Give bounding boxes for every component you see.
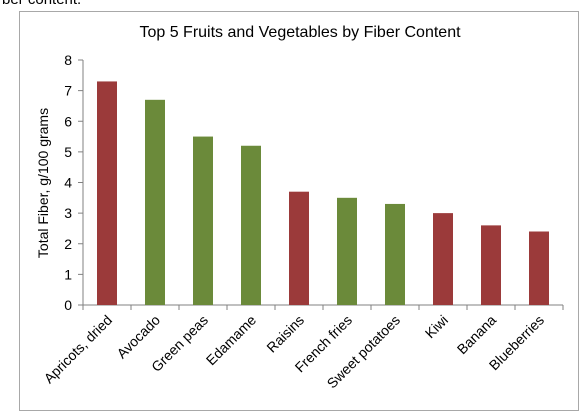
- y-axis-label: Total Fiber, g/100 grams: [35, 108, 51, 258]
- y-tick-label: 7: [64, 83, 72, 99]
- bar: [193, 136, 213, 305]
- bar: [289, 191, 309, 305]
- y-tick-label: 3: [64, 205, 72, 221]
- x-tick-label: Kiwi: [422, 312, 451, 341]
- y-tick-label: 5: [64, 144, 72, 160]
- bar: [337, 197, 357, 305]
- bar: [433, 213, 453, 305]
- page-header-text: ber content.: [2, 0, 81, 8]
- y-tick-label: 2: [64, 236, 72, 252]
- x-tick-label: Apricots, dried: [41, 312, 116, 387]
- bar: [97, 81, 117, 305]
- x-tick-label: Edamame: [203, 312, 260, 369]
- page-header-fragment: ber content.: [0, 0, 584, 18]
- y-tick-label: 0: [64, 297, 72, 313]
- x-tick-label: Banana: [454, 312, 500, 358]
- y-tick-label: 1: [64, 266, 72, 282]
- bar: [529, 231, 549, 305]
- bar: [241, 145, 261, 305]
- bar: [481, 225, 501, 305]
- y-tick-label: 4: [64, 175, 72, 191]
- bar: [145, 99, 165, 305]
- chart-title: Top 5 Fruits and Vegetables by Fiber Con…: [139, 24, 461, 41]
- x-tick-label: Avocado: [113, 312, 163, 362]
- x-tick-label: Raisins: [263, 312, 307, 356]
- bar: [385, 203, 405, 305]
- y-tick-label: 8: [64, 52, 72, 68]
- y-tick-label: 6: [64, 113, 72, 129]
